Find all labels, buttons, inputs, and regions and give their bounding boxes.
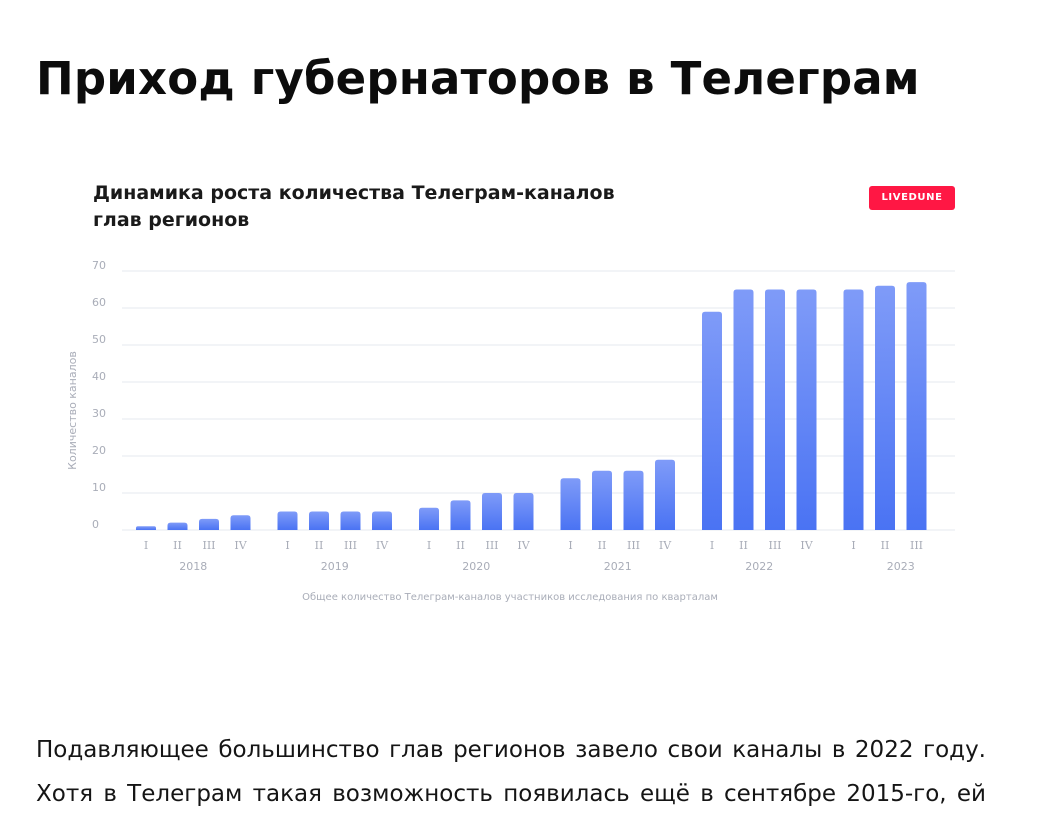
bar-2018-IV: [230, 515, 251, 530]
x-tick-quarter: III: [202, 539, 215, 552]
page-title: Приход губернаторов в Телеграм: [36, 52, 920, 105]
bar-2021-I: [560, 478, 581, 530]
bar-2019-III: [340, 511, 361, 530]
x-tick-quarter: III: [627, 539, 640, 552]
x-tick-quarter: I: [568, 539, 572, 552]
x-tick-quarter: I: [427, 539, 431, 552]
article-paragraph: Подавляющее большинство глав регионов за…: [36, 728, 986, 816]
y-tick-label: 20: [92, 444, 106, 457]
x-tick-quarter: I: [144, 539, 148, 552]
bar-2021-IV: [655, 459, 675, 530]
y-tick-label: 50: [92, 333, 106, 346]
article-line-2: Хотя в Телеграм такая возможность появил…: [36, 781, 986, 807]
x-tick-quarter: II: [739, 539, 748, 552]
article-line-1: Подавляющее большинство глав регионов за…: [36, 737, 986, 763]
chart-title: Динамика роста количества Телеграм-канал…: [93, 180, 653, 234]
gridlines: [122, 270, 955, 531]
x-tick-quarter: I: [285, 539, 289, 552]
bar-2018-II: [167, 522, 188, 530]
x-tick-quarter: III: [485, 539, 498, 552]
bar-2021-III: [623, 470, 644, 530]
x-tick-quarter: IV: [234, 539, 247, 552]
x-tick-quarter: III: [344, 539, 357, 552]
x-tick-year: 2020: [462, 560, 490, 573]
bar-2018-III: [199, 518, 219, 530]
y-tick-label: 10: [92, 481, 106, 494]
y-tick-label: 30: [92, 407, 106, 420]
bar-2020-II: [450, 500, 471, 530]
bar-2021-II: [592, 470, 612, 530]
chart-title-line-1: Динамика роста количества Телеграм-канал…: [93, 182, 615, 204]
y-tick-label: 60: [92, 296, 106, 309]
y-tick-label: 70: [92, 259, 106, 272]
bar-2022-I: [702, 311, 722, 530]
chart-title-line-2: глав регионов: [93, 209, 250, 231]
bar-2019-II: [309, 511, 329, 530]
bar-2019-IV: [372, 511, 392, 530]
x-tick-quarter: II: [881, 539, 890, 552]
x-tick-quarter: III: [910, 539, 923, 552]
bar-2023-III: [906, 282, 927, 530]
bar-2022-III: [765, 289, 785, 530]
x-tick-quarter: I: [851, 539, 855, 552]
bar-2020-IV: [513, 493, 534, 530]
x-tick-quarter: IV: [517, 539, 530, 552]
bar-2022-II: [733, 289, 754, 530]
bars: [136, 282, 927, 530]
chart-card: Динамика роста количества Телеграм-канал…: [60, 168, 980, 618]
x-axis-caption: Общее количество Телеграм-каналов участн…: [302, 592, 718, 603]
bar-2022-IV: [796, 289, 817, 530]
x-tick-quarter: I: [710, 539, 714, 552]
x-tick-quarter: II: [456, 539, 465, 552]
bar-2019-I: [277, 511, 298, 530]
x-tick-quarter: III: [768, 539, 781, 552]
x-tick-year: 2018: [179, 560, 207, 573]
x-tick-year: 2019: [321, 560, 349, 573]
y-tick-label: 40: [92, 370, 106, 383]
x-tick-quarter: II: [598, 539, 607, 552]
x-tick-year: 2023: [887, 560, 915, 573]
x-tick-year: 2022: [745, 560, 773, 573]
livedune-logo-badge: LIVEDUNE: [869, 186, 955, 210]
x-tick-quarter: II: [315, 539, 324, 552]
y-axis-ticks: 0 10 20 30 40 50 60 70: [92, 259, 106, 531]
x-tick-quarter: IV: [800, 539, 813, 552]
bar-2020-I: [419, 507, 439, 530]
x-tick-year: 2021: [604, 560, 632, 573]
bar-2018-I: [136, 526, 156, 530]
y-axis-label: Количество каналов: [66, 351, 79, 470]
x-tick-quarter: IV: [376, 539, 389, 552]
x-tick-quarter: IV: [659, 539, 672, 552]
x-tick-quarter: II: [173, 539, 182, 552]
bar-2020-III: [482, 493, 502, 530]
bar-2023-II: [875, 285, 895, 530]
y-tick-label: 0: [92, 518, 99, 531]
bar-2023-I: [843, 289, 864, 530]
